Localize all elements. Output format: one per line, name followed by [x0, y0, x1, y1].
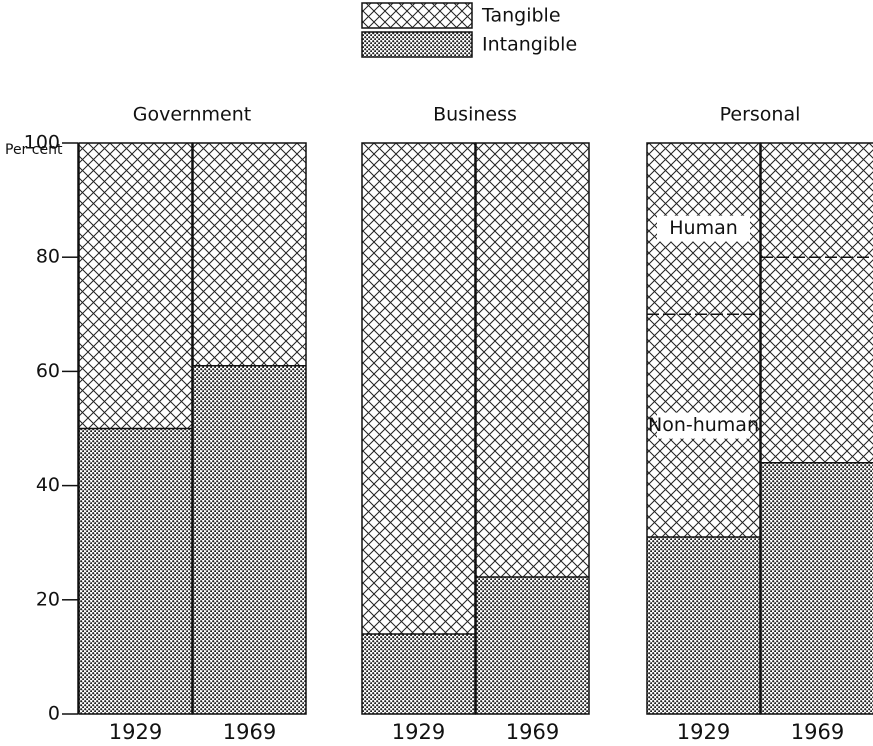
bar-outline	[475, 142, 590, 715]
bar-outline	[78, 142, 193, 715]
bar-segment	[362, 634, 475, 714]
segment-label: Non-human	[648, 414, 759, 436]
bar-segment	[761, 257, 873, 463]
y-axis-label: Per cent	[5, 142, 63, 158]
label-bg	[657, 412, 750, 439]
y-tick-label: 80	[36, 246, 60, 268]
bar-segment	[362, 143, 475, 635]
y-tick-label: 40	[36, 474, 60, 496]
bar-segment	[79, 143, 192, 429]
y-tick-label: 100	[24, 132, 60, 154]
legend-label: Tangible	[481, 5, 561, 27]
x-tick-label: 1929	[109, 720, 162, 744]
legend-swatch	[361, 2, 473, 29]
x-tick-label: 1929	[677, 720, 730, 744]
segment-label: Human	[669, 217, 738, 239]
bar-segment	[476, 143, 589, 577]
bar-outline	[760, 142, 873, 715]
y-tick-label: 0	[48, 703, 60, 725]
x-tick-label: 1969	[223, 720, 276, 744]
bar-segment	[761, 462, 873, 714]
bar-outline	[646, 142, 761, 715]
panel-title: Business	[433, 104, 517, 126]
bar-segment	[193, 143, 306, 366]
x-tick-label: 1969	[506, 720, 559, 744]
bar-segment	[79, 428, 192, 714]
x-tick-label: 1969	[791, 720, 844, 744]
y-tick-label: 20	[36, 588, 60, 610]
bar-outline	[361, 142, 476, 715]
bar-segment	[476, 576, 589, 714]
panel-title: Personal	[720, 104, 801, 126]
x-tick-label: 1929	[392, 720, 445, 744]
bar-segment	[647, 536, 760, 714]
bar-outline	[192, 142, 307, 715]
bar-segment	[193, 365, 306, 714]
y-tick-label: 60	[36, 360, 60, 382]
legend-swatch	[361, 31, 473, 58]
panel-title: Government	[133, 104, 252, 126]
label-bg	[657, 215, 750, 242]
legend-label: Intangible	[482, 34, 577, 56]
bar-segment	[761, 143, 873, 258]
